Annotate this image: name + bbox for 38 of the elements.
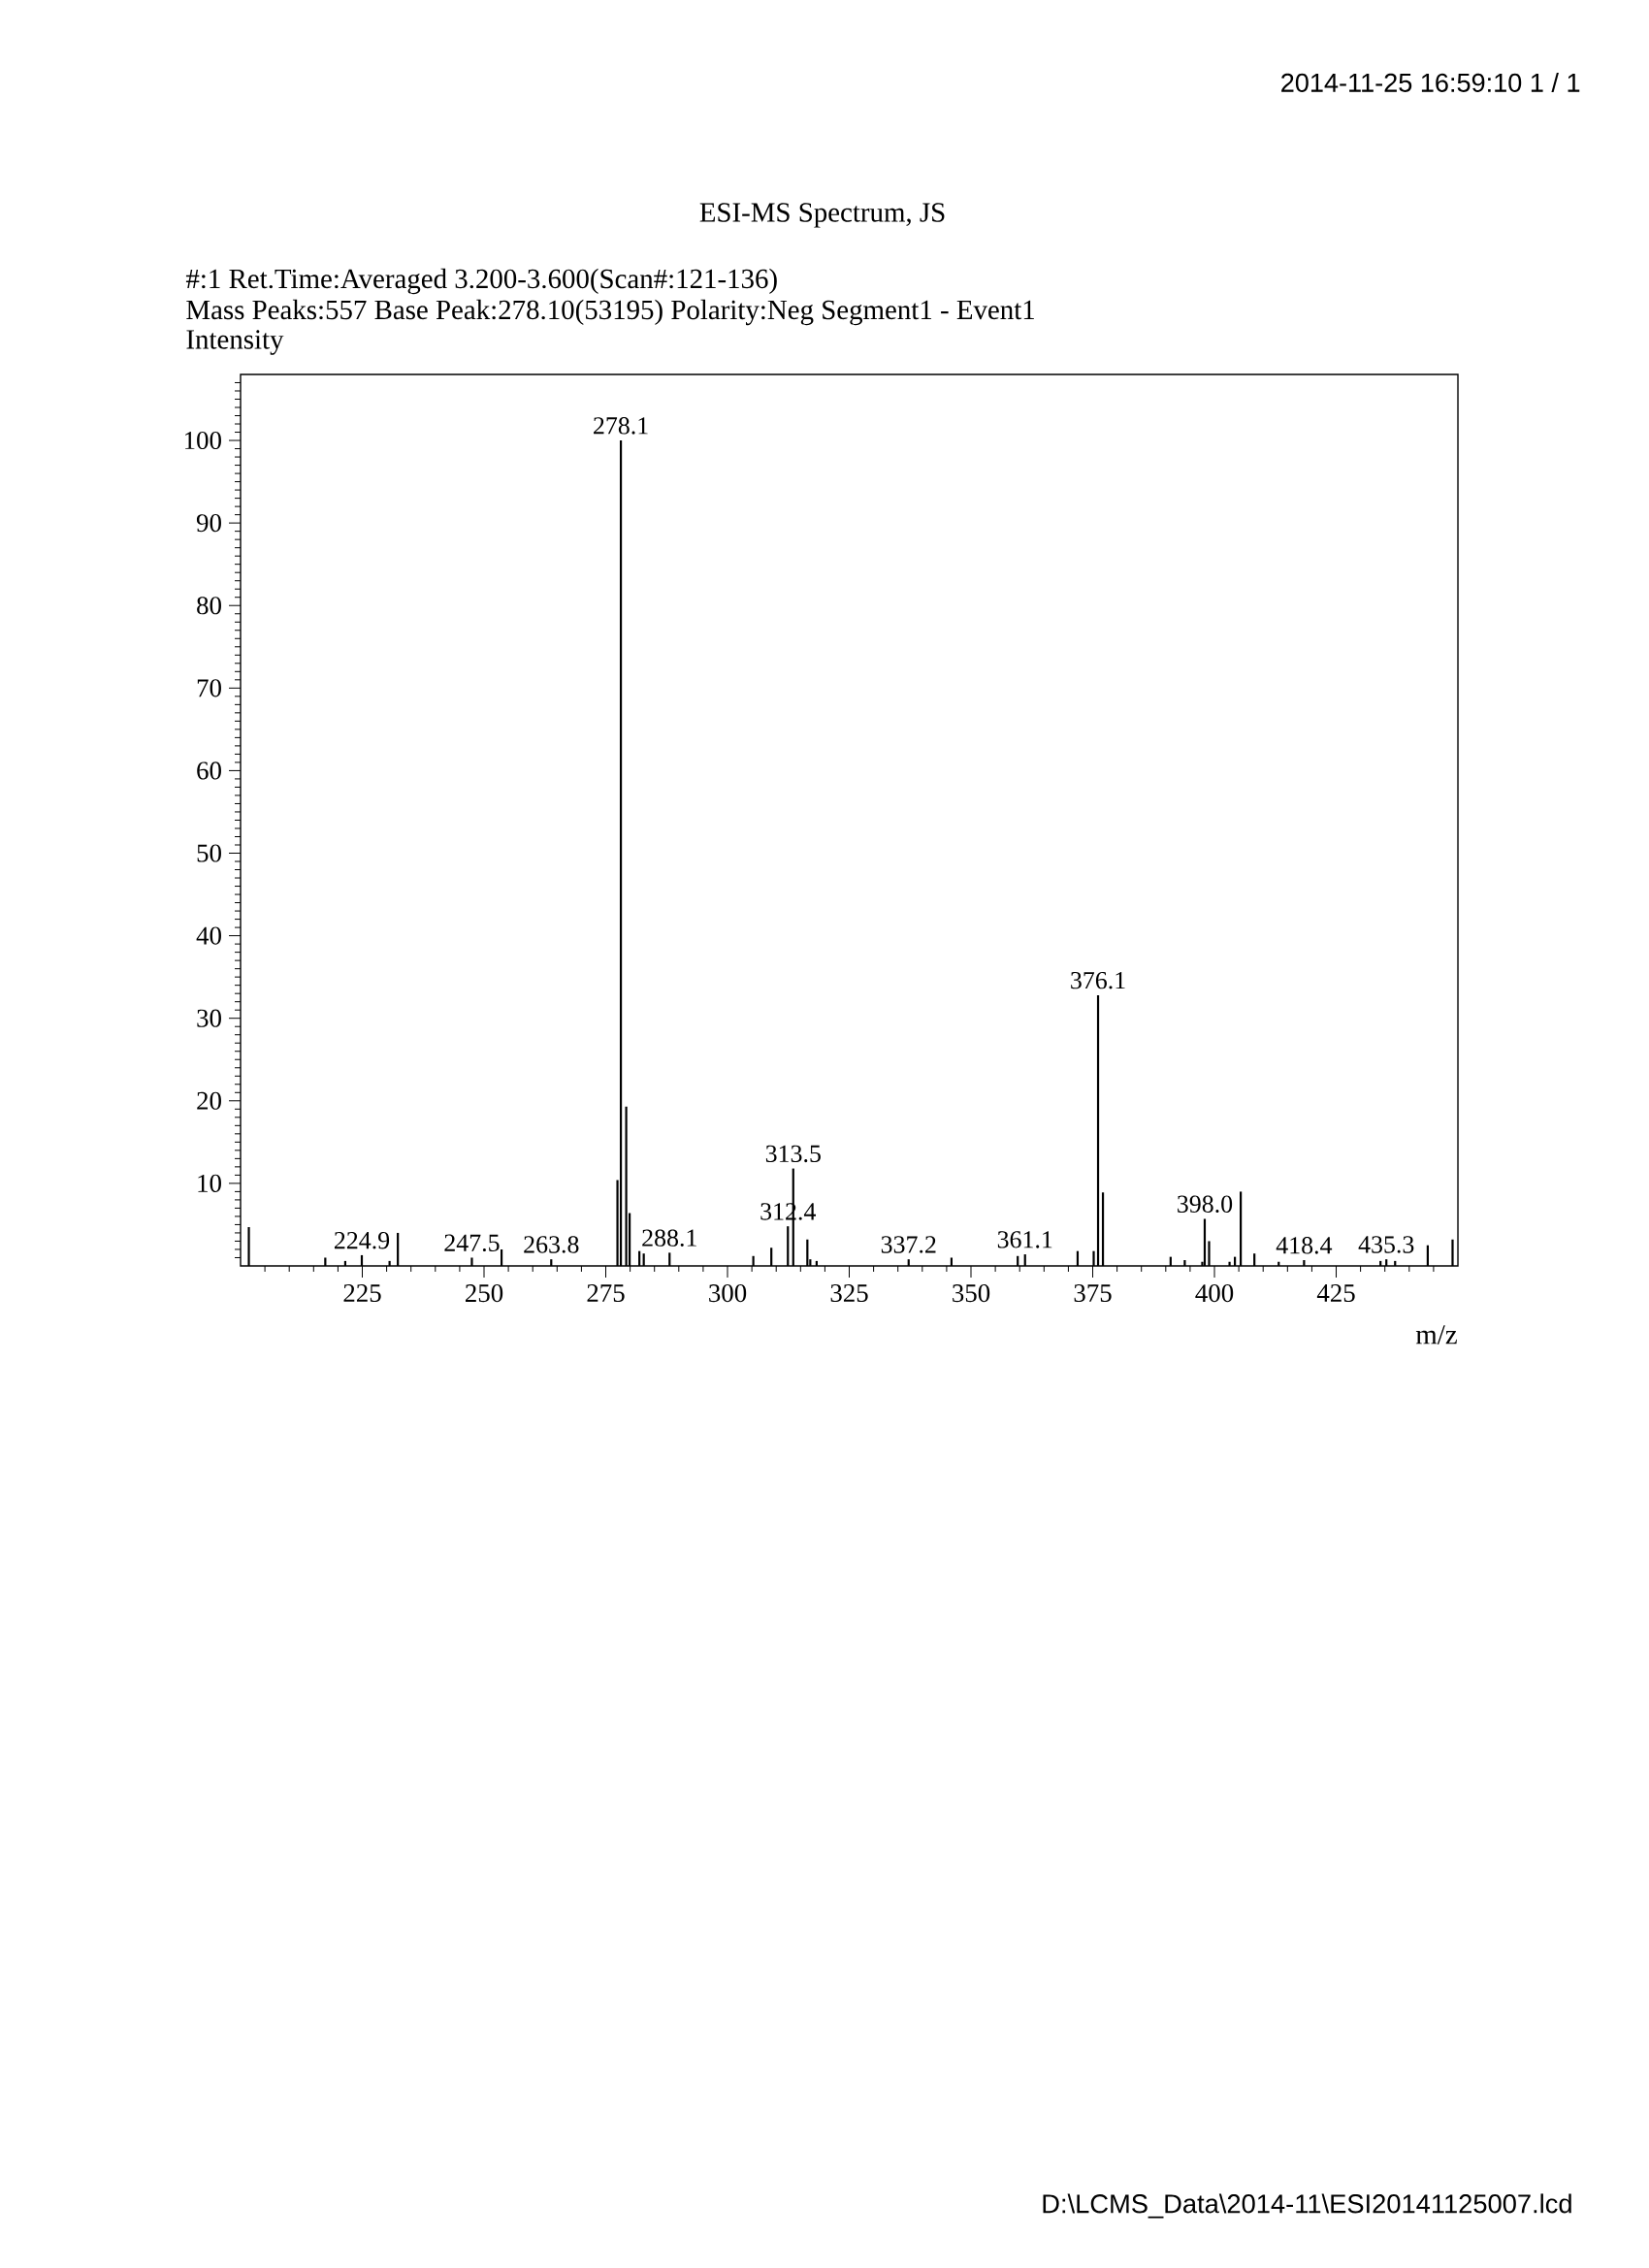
x-axis-title: m/z: [1415, 1325, 1457, 1345]
y-tick-label: 90: [196, 514, 221, 533]
annotation: 361.1: [997, 1231, 1052, 1248]
annotation: 435.3: [1358, 1236, 1414, 1253]
annotation: 263.8: [524, 1236, 579, 1253]
y-tick-label: 10: [198, 1174, 221, 1192]
y-tick-label: 60: [197, 761, 221, 780]
chart-title: ESI-MS Spectrum, JS: [699, 203, 945, 228]
annotation: 278.1: [594, 417, 648, 435]
annotation: 398.0: [1178, 1195, 1233, 1214]
text: Mass Peaks:557 Base Peak:278.10(53195) Polarity:Neg Segment1 - Event1: [186, 299, 1034, 326]
x-tick-label: 300: [709, 1284, 747, 1303]
y-tick-label: 80: [197, 597, 221, 615]
annotation: 376.1: [1071, 971, 1125, 989]
text: D:\LCMS_Data\2014-11\ESI20141125007.lcd: [1043, 2193, 1571, 2219]
x-tick-label: 375: [1074, 1284, 1112, 1303]
x-tick-label: 325: [830, 1284, 868, 1303]
x-tick-label: 225: [343, 1284, 381, 1303]
y-tick-label: 20: [197, 1091, 221, 1110]
annotation: 418.4: [1276, 1237, 1333, 1254]
annotation: 313.5: [765, 1145, 821, 1163]
annotation: 224.9: [334, 1232, 390, 1249]
x-tick-label: 275: [587, 1284, 625, 1303]
chart-subtitle: #:1 Ret.Time:Averaged 3.200-3.600(Scan#:121-136): [185, 268, 777, 295]
x-tick-label: 425: [1316, 1284, 1355, 1303]
y-axis-title: Intensity: [186, 330, 284, 355]
annotation: 288.1: [642, 1229, 696, 1247]
y-tick-label: 100: [184, 431, 221, 450]
y-tick-label: 40: [196, 926, 221, 945]
x-tick-label: 250: [466, 1284, 503, 1303]
y-tick-label: 70: [197, 679, 221, 697]
text: 2014-11-25 16:59:10 1 / 1: [1281, 73, 1580, 92]
y-tick-label: 30: [197, 1009, 221, 1027]
annotation: 337.2: [881, 1236, 936, 1253]
x-tick-label: 350: [953, 1284, 990, 1303]
x-tick-label: 400: [1195, 1284, 1234, 1303]
y-tick-label: 50: [197, 844, 221, 862]
annotation: 247.5: [444, 1234, 500, 1252]
